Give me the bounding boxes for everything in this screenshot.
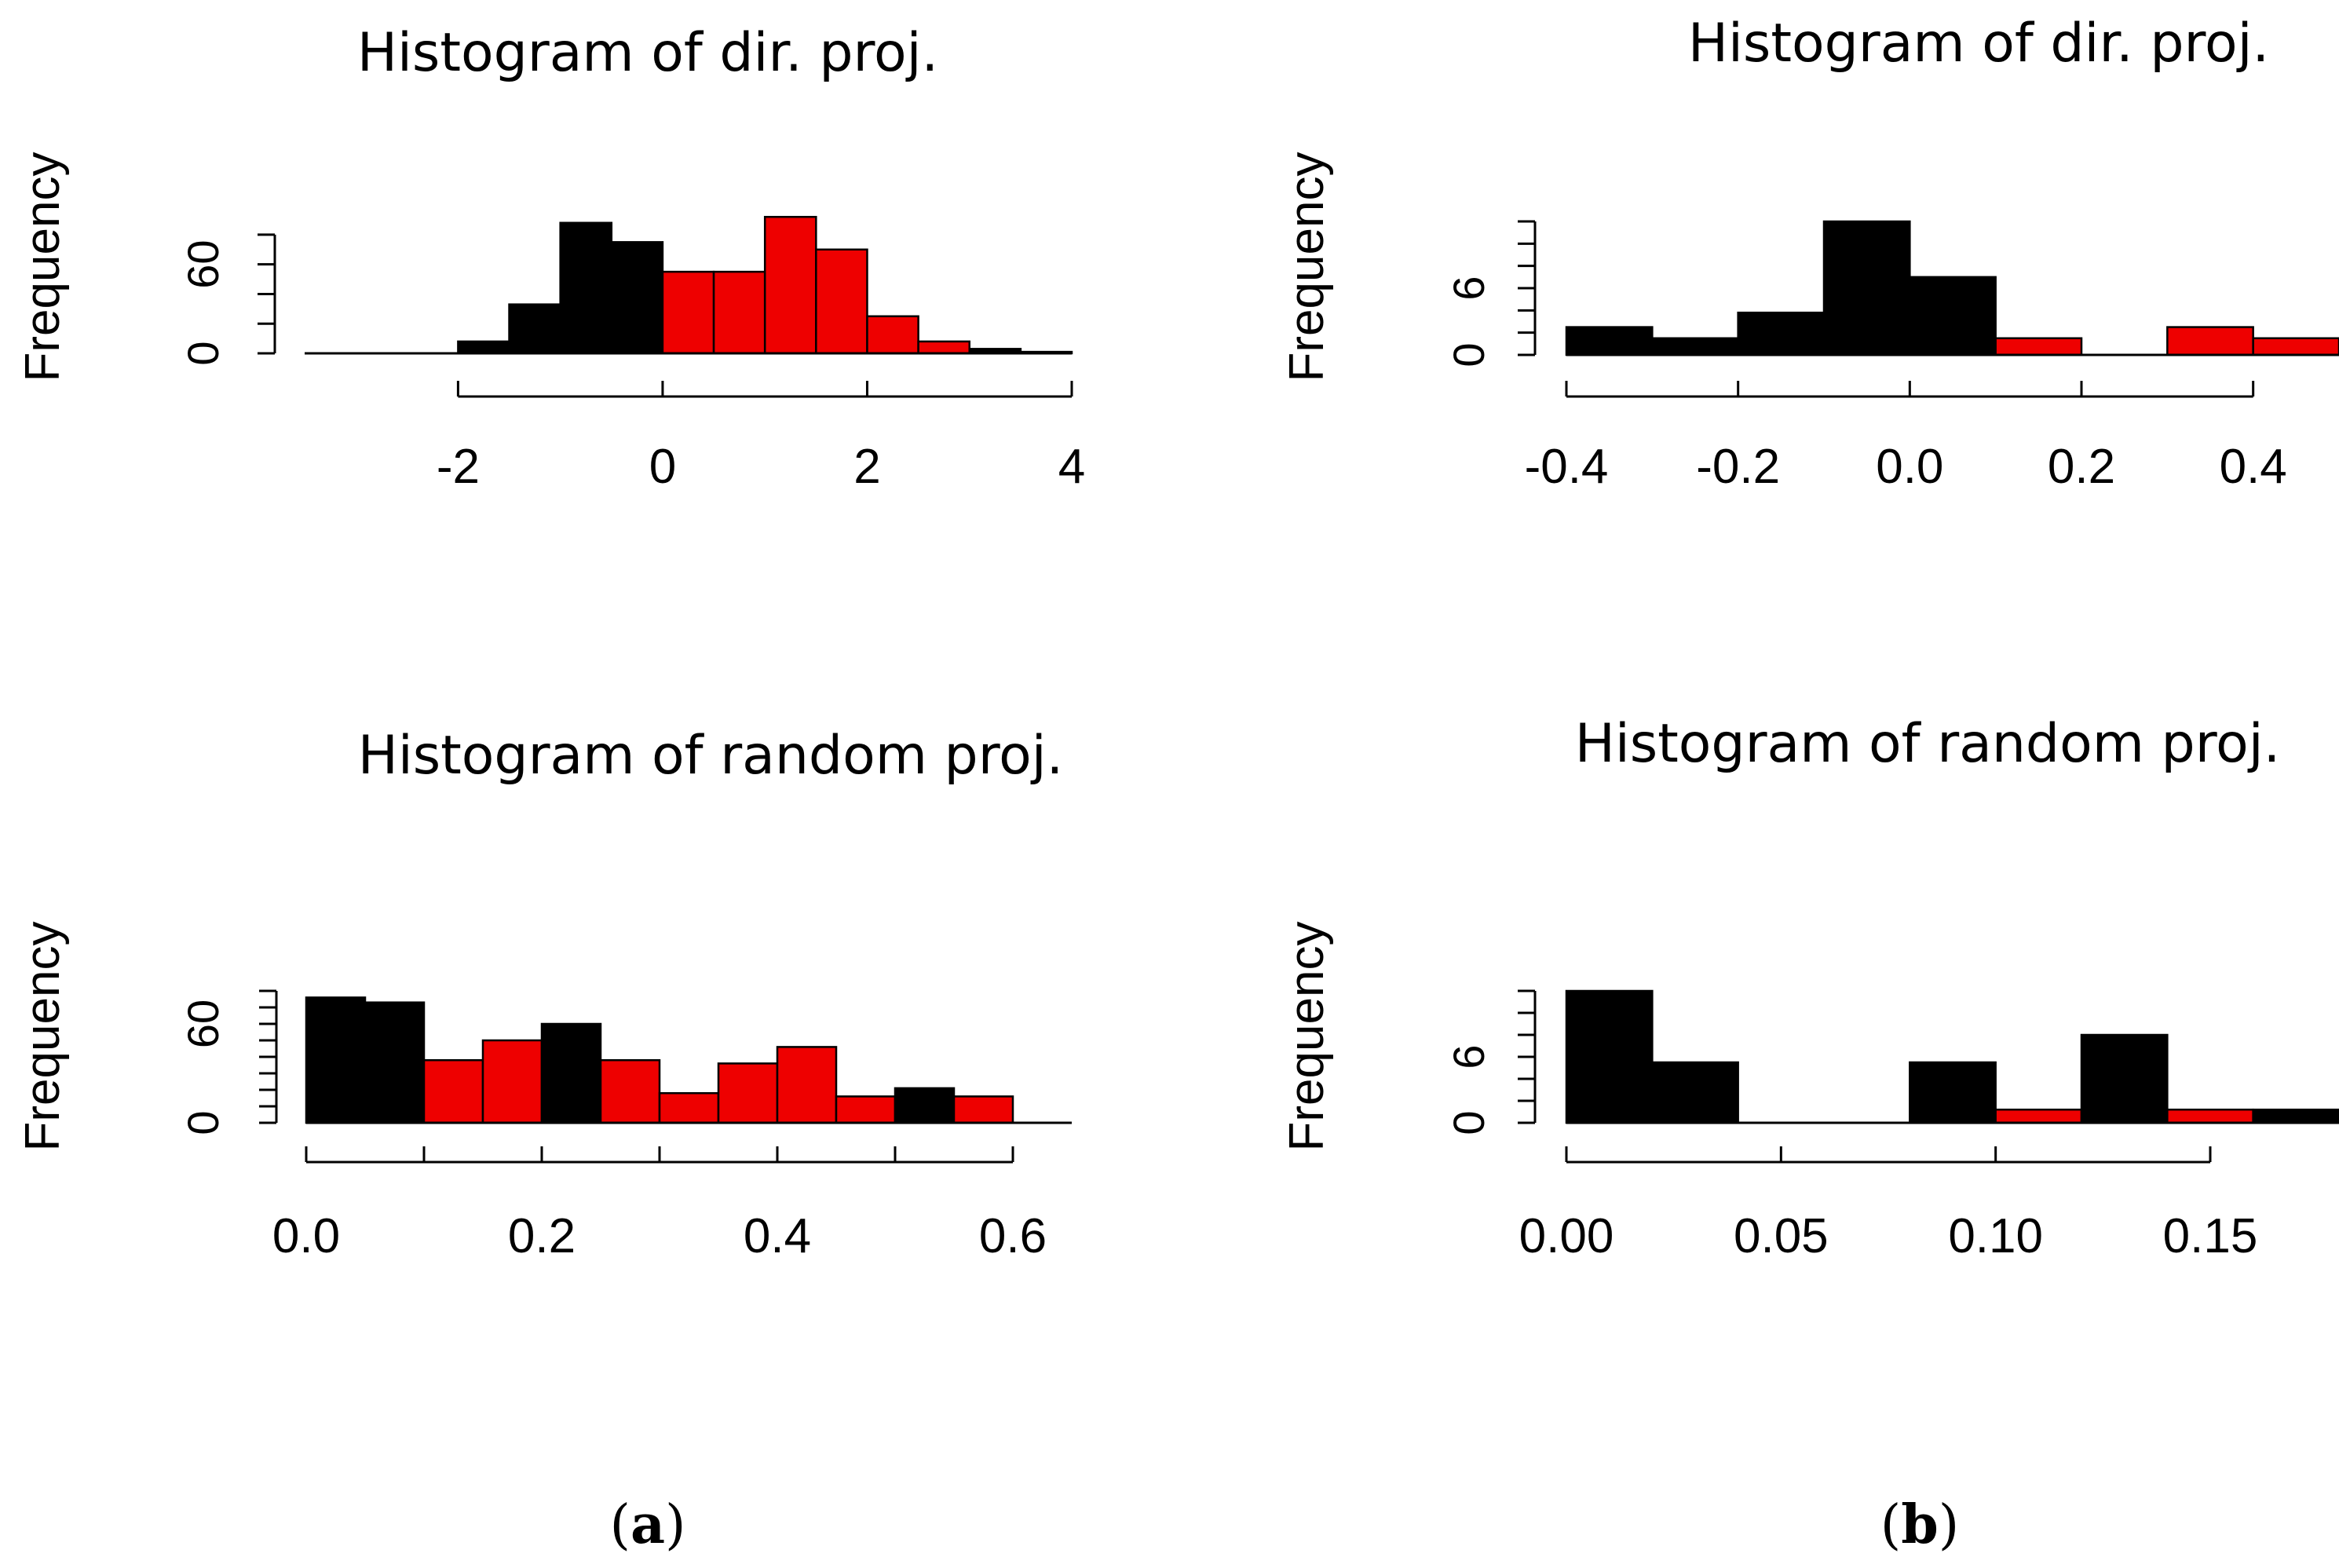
histogram-bar (1651, 1061, 1739, 1124)
histogram-bar (508, 303, 561, 355)
histogram-bar (717, 1062, 779, 1124)
y-tick-label: 0 (178, 1110, 228, 1135)
x-tick-label: -0.2 (1696, 440, 1780, 494)
chart-title: Histogram of random proj. (358, 725, 1064, 787)
y-axis-label: Frequency (16, 922, 70, 1152)
histogram-bar (776, 1046, 838, 1124)
histogram-bar (866, 315, 919, 355)
histogram-bar (1565, 326, 1654, 356)
chart-a-top: Histogram of dir. proj. Frequency -2 0 2 4 0… (16, 22, 1085, 494)
panel-label-b: (b) (1880, 1493, 1960, 1556)
y-axis-label: Frequency (1280, 922, 1334, 1152)
histogram-bar (481, 1039, 543, 1124)
histogram-bar (763, 215, 817, 355)
x-tick-label: -2 (437, 440, 480, 494)
histogram-bar (422, 1058, 484, 1124)
x-tick-label: 0.15 (2163, 1209, 2258, 1263)
x-tick-label: 0.0 (1876, 440, 1943, 494)
x-tick-label: 0.05 (1734, 1209, 1829, 1263)
x-tick-label: 0.4 (2220, 440, 2287, 494)
histogram-bar (1565, 989, 1654, 1124)
x-tick-label: 4 (1058, 440, 1085, 494)
x-tick-label: 0.2 (508, 1209, 576, 1263)
histogram-bar (815, 248, 868, 355)
histogram-bar (364, 1001, 426, 1124)
histogram-bar (835, 1095, 897, 1124)
chart-title: Histogram of random proj. (1575, 713, 2281, 775)
y-tick-label: 60 (178, 1000, 228, 1048)
histogram-bar (305, 996, 367, 1124)
histogram-bar (1994, 1108, 2083, 1124)
histogram-bar (2166, 1108, 2254, 1124)
histogram-bar (712, 270, 766, 355)
y-tick-label: 6 (1444, 276, 1493, 300)
chart-b-top: Histogram of dir. proj. Frequency -0.4 -0… (1280, 13, 2339, 494)
x-tick-label: 0.00 (1519, 1209, 1614, 1263)
histogram-bar (2166, 326, 2254, 356)
histogram-bar (610, 241, 664, 355)
histogram-bar (1651, 337, 1739, 356)
histogram-bar (917, 340, 970, 355)
x-tick-label: 0.0 (272, 1209, 340, 1263)
histogram-bar (658, 1091, 720, 1124)
chart-a-bottom: Histogram of random proj. Frequency 0.0 0… (16, 725, 1072, 1263)
x-tick-label: 0.10 (1948, 1209, 2043, 1263)
y-axis-label: Frequency (16, 152, 70, 382)
y-axis-label: Frequency (1280, 152, 1334, 382)
x-tick-label: 0.6 (979, 1209, 1047, 1263)
chart-title: Histogram of dir. proj. (1688, 13, 2269, 75)
histogram-bar (1994, 337, 2083, 356)
histogram-bar (1909, 276, 1997, 356)
x-tick-label: 0 (649, 440, 676, 494)
x-tick-label: 2 (853, 440, 880, 494)
x-tick-label: 0.2 (2048, 440, 2115, 494)
histogram-bar (894, 1087, 956, 1124)
histogram-bar (1737, 311, 1826, 356)
chart-title: Histogram of dir. proj. (357, 22, 938, 84)
histogram-bar (1909, 1061, 1997, 1124)
histogram-bar (952, 1095, 1014, 1124)
y-tick-label: 60 (178, 240, 228, 289)
histogram-bar (559, 221, 613, 355)
y-tick-label: 0 (1444, 1110, 1493, 1135)
chart-b-bottom: Histogram of random proj. Frequency 0.00… (1280, 713, 2339, 1263)
histogram-bar (2252, 337, 2339, 356)
histogram-bar (2252, 1108, 2339, 1124)
histogram-bar (2080, 1033, 2169, 1124)
y-tick-label: 0 (1444, 342, 1493, 367)
panel-label-a: (a) (609, 1493, 685, 1556)
histogram-bar (599, 1058, 661, 1124)
histogram-bar (540, 1022, 602, 1124)
histogram-bar (1822, 220, 1911, 356)
y-tick-label: 0 (178, 341, 228, 365)
x-tick-label: 0.4 (744, 1209, 811, 1263)
y-tick-label: 6 (1444, 1044, 1493, 1069)
histogram-bar (661, 270, 715, 355)
histogram-bar (457, 340, 510, 355)
x-tick-label: -0.4 (1525, 440, 1609, 494)
